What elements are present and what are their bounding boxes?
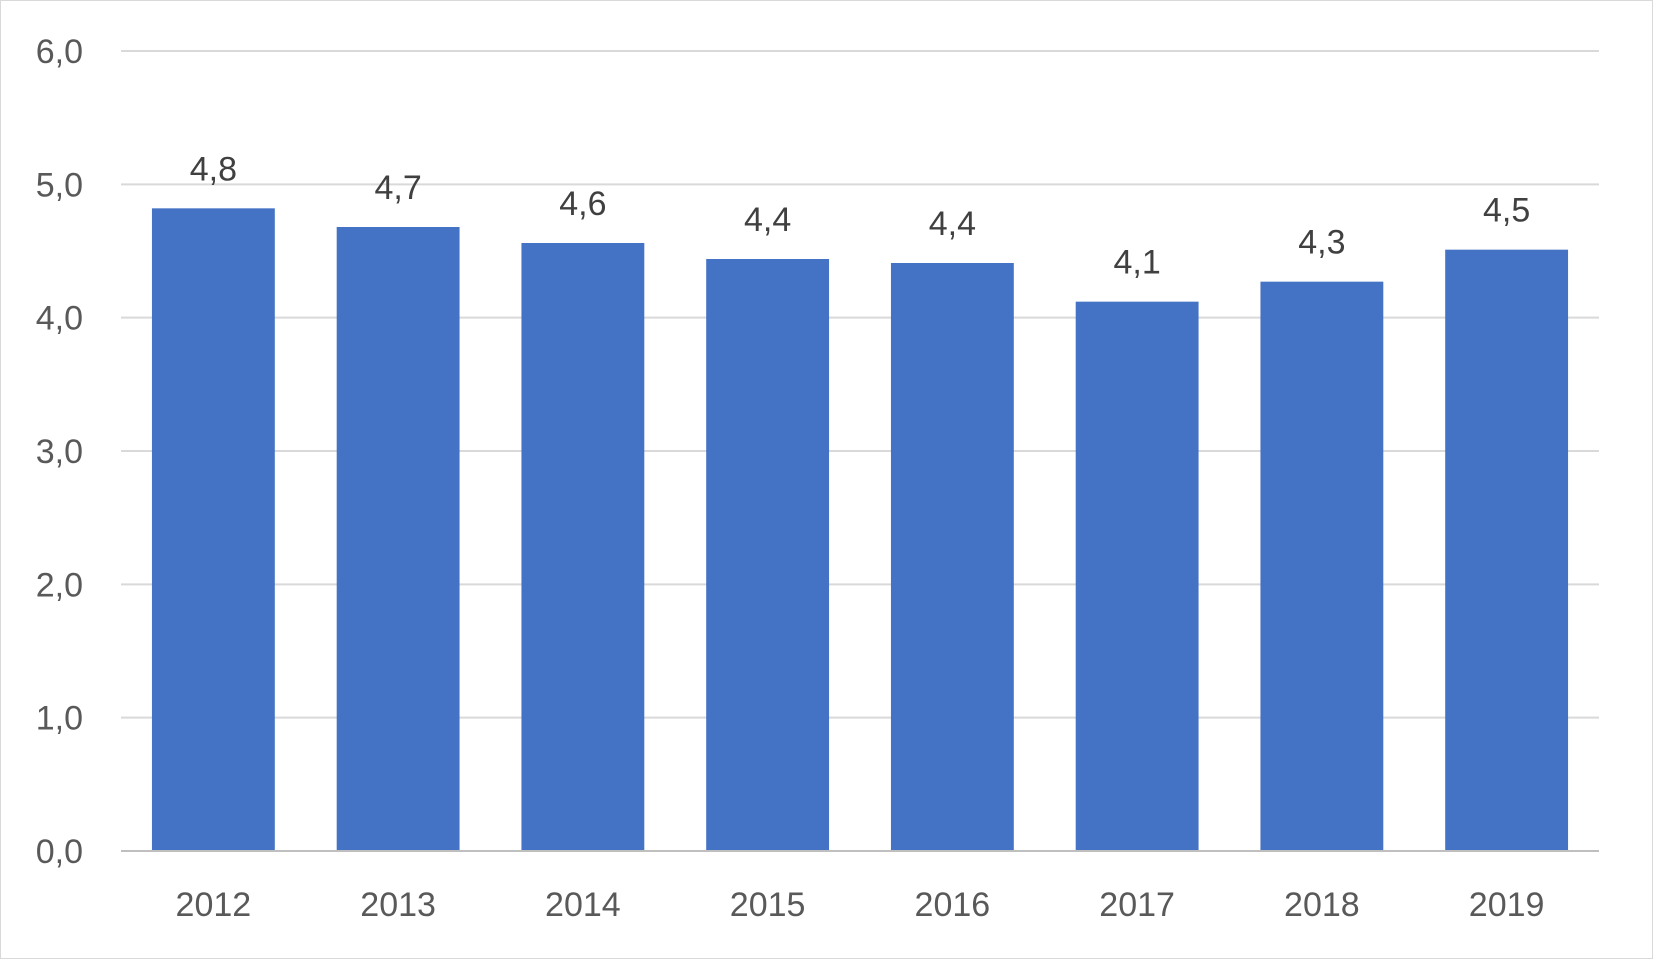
bar-2018 xyxy=(1260,281,1384,852)
y-tick-label: 0,0 xyxy=(36,833,83,871)
y-axis-ticks: 0,0 1,0 2,0 3,0 4,0 5,0 6,0 xyxy=(36,33,83,871)
bar-2015 xyxy=(706,259,830,851)
bar-2012 xyxy=(151,208,275,852)
bar-2014 xyxy=(521,243,645,851)
data-label-2013: 4,7 xyxy=(374,169,421,207)
x-tick-label-2017: 2017 xyxy=(1099,886,1175,924)
x-axis-ticks: 2012 2013 2014 2015 2016 2017 2018 2019 xyxy=(176,886,1545,924)
x-tick-label-2016: 2016 xyxy=(915,886,991,924)
x-tick-label-2012: 2012 xyxy=(176,886,252,924)
data-label-2019: 4,5 xyxy=(1483,192,1530,230)
x-tick-label-2013: 2013 xyxy=(360,886,436,924)
bar-2017 xyxy=(1075,301,1199,852)
x-tick-label-2015: 2015 xyxy=(730,886,806,924)
y-tick-label: 5,0 xyxy=(36,166,83,204)
y-tick-label: 2,0 xyxy=(36,566,83,604)
data-label-2012: 4,8 xyxy=(190,150,237,188)
data-label-2014: 4,6 xyxy=(559,185,606,223)
y-tick-label: 6,0 xyxy=(36,33,83,71)
data-label-2015: 4,4 xyxy=(744,201,791,239)
x-tick-label-2014: 2014 xyxy=(545,886,621,924)
bars xyxy=(151,208,1569,852)
y-tick-label: 4,0 xyxy=(36,300,83,338)
y-tick-label: 1,0 xyxy=(36,700,83,738)
bar-2016 xyxy=(890,263,1014,851)
x-tick-label-2018: 2018 xyxy=(1284,886,1360,924)
data-label-2018: 4,3 xyxy=(1298,224,1345,262)
x-tick-label-2019: 2019 xyxy=(1469,886,1545,924)
data-label-2016: 4,4 xyxy=(929,205,976,243)
y-tick-label: 3,0 xyxy=(36,433,83,471)
bar-2013 xyxy=(336,227,460,851)
data-label-2017: 4,1 xyxy=(1113,244,1160,282)
data-labels: 4,8 4,7 4,6 4,4 4,4 4,1 4,3 4,5 xyxy=(190,150,1531,281)
bar-2019 xyxy=(1445,249,1569,851)
